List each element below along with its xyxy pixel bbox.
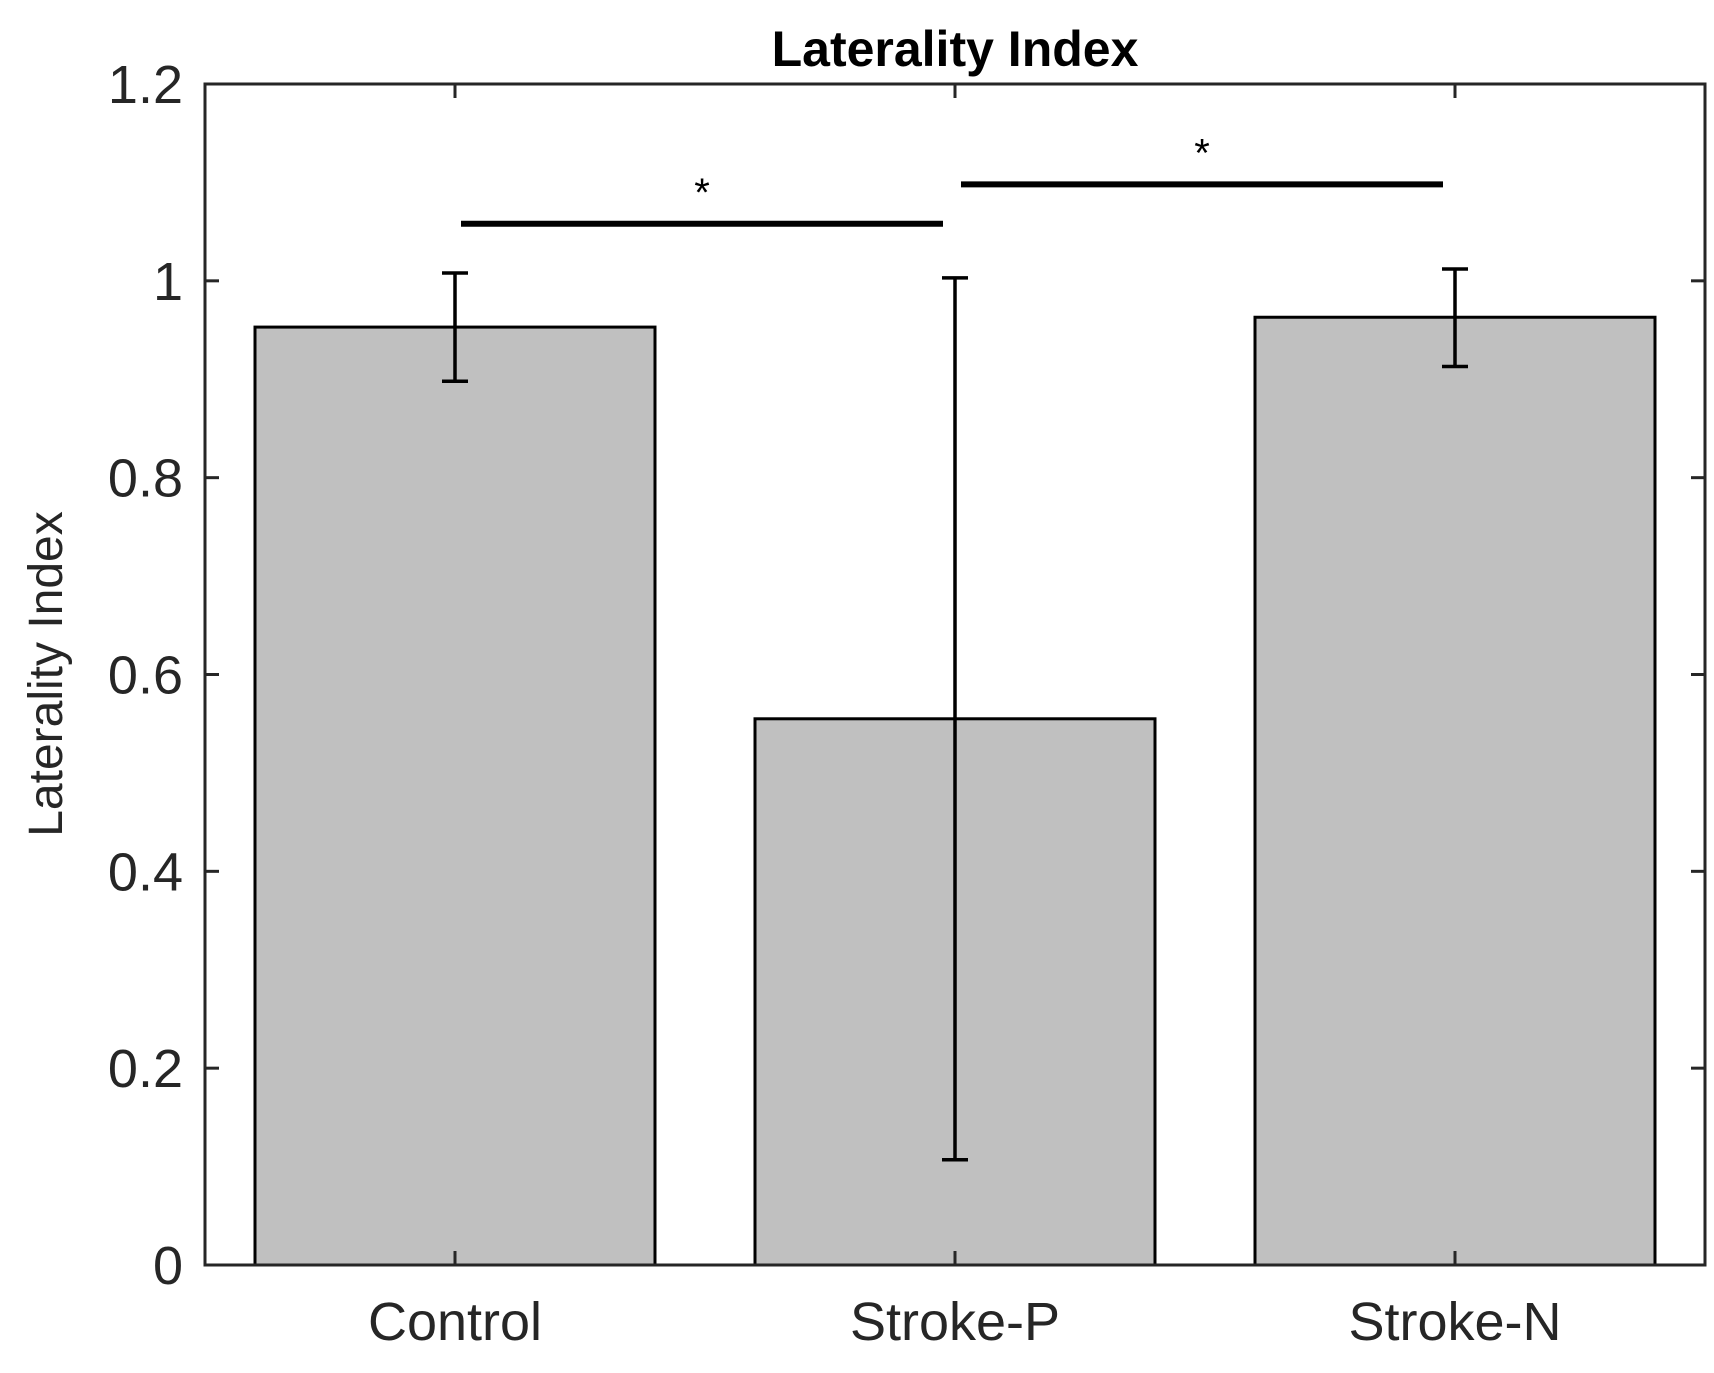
bar-stroke-n [1253, 315, 1657, 1267]
x-tick-label-stroke-n: Stroke-N [1348, 1292, 1561, 1352]
significance-label-1: * [694, 171, 710, 215]
significance-annotations: ** [461, 131, 1443, 227]
y-axis-title: Laterality Index [20, 511, 73, 837]
y-tick-label: 0.4 [108, 842, 183, 902]
error-bars [442, 267, 1468, 1162]
chart-title: Laterality Index [772, 21, 1139, 77]
axis-ticks: 0 0.2 0.4 0.6 0.8 1 1.2 Control Stroke-P Stroke-N [108, 55, 1705, 1352]
y-tick-label: 1.2 [108, 55, 183, 115]
y-tick-label: 0 [153, 1236, 183, 1296]
x-tick-label-stroke-p: Stroke-P [850, 1292, 1060, 1352]
x-tick-label-control: Control [368, 1292, 542, 1352]
bar-control [253, 325, 657, 1267]
y-tick-label: 0.6 [108, 646, 183, 706]
significance-label-2: * [1194, 131, 1210, 175]
y-tick-label: 0.2 [108, 1039, 183, 1099]
y-tick-label: 1 [153, 252, 183, 312]
y-tick-label: 0.8 [108, 449, 183, 509]
